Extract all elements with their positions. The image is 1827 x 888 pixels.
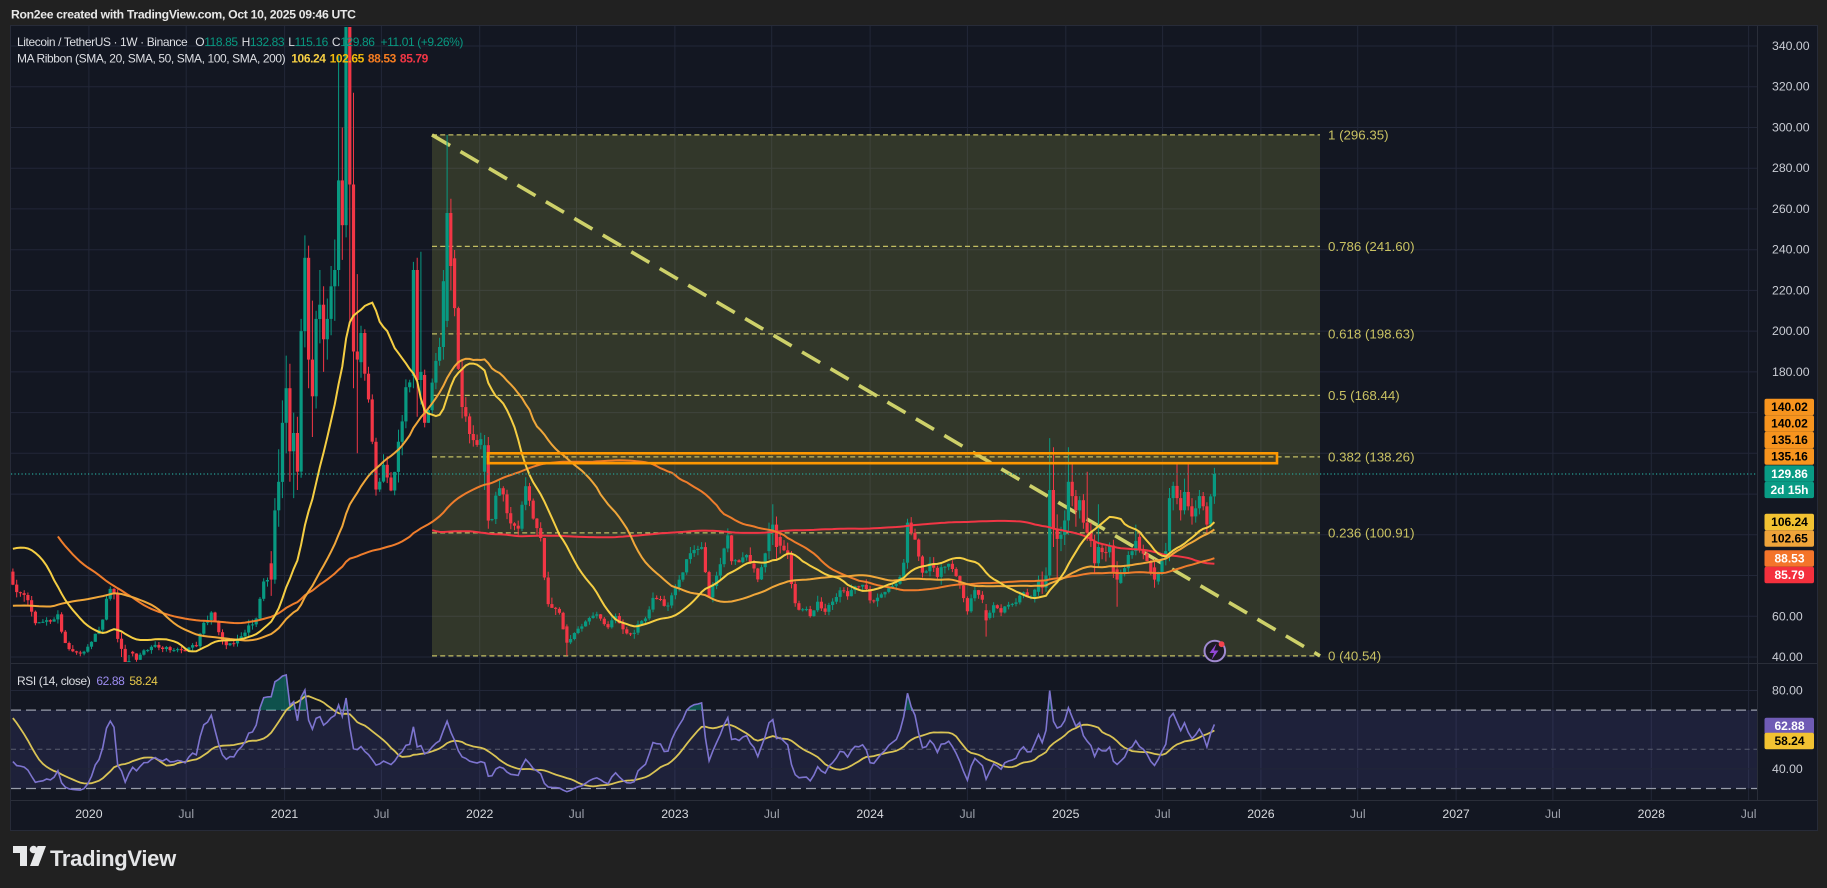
svg-text:MA Ribbon (SMA, 20, SMA, 50, S: MA Ribbon (SMA, 20, SMA, 50, SMA, 100, S… [17,52,429,66]
svg-text:260.00: 260.00 [1772,202,1810,216]
svg-text:280.00: 280.00 [1772,161,1810,175]
svg-text:240.00: 240.00 [1772,243,1810,257]
svg-text:0.382 (138.26): 0.382 (138.26) [1328,450,1415,465]
svg-text:200.00: 200.00 [1772,324,1810,338]
svg-text:2024: 2024 [856,807,884,821]
svg-text:2022: 2022 [466,807,494,821]
svg-text:Jul: Jul [1350,807,1366,821]
svg-text:Litecoin / TetherUS · 1W · Bin: Litecoin / TetherUS · 1W · Binance O118.8… [17,35,463,49]
svg-text:Jul: Jul [374,807,390,821]
svg-text:106.24: 106.24 [1771,515,1808,529]
svg-text:135.16: 135.16 [1771,450,1808,464]
svg-text:Jul: Jul [1741,807,1757,821]
svg-text:0 (40.54): 0 (40.54) [1328,649,1381,664]
svg-text:320.00: 320.00 [1772,80,1810,94]
svg-text:Jul: Jul [178,807,194,821]
svg-text:85.79: 85.79 [1774,568,1804,582]
svg-text:2023: 2023 [661,807,689,821]
svg-text:140.02: 140.02 [1771,400,1808,414]
svg-text:58.24: 58.24 [1774,734,1804,748]
svg-text:80.00: 80.00 [1772,684,1803,698]
svg-text:40.00: 40.00 [1772,650,1803,664]
svg-text:300.00: 300.00 [1772,121,1810,135]
svg-text:180.00: 180.00 [1772,365,1810,379]
svg-text:129.86: 129.86 [1771,467,1808,481]
svg-text:Jul: Jul [960,807,976,821]
svg-text:Jul: Jul [569,807,585,821]
svg-text:0.5 (168.44): 0.5 (168.44) [1328,388,1400,403]
svg-text:60.00: 60.00 [1772,609,1803,623]
svg-text:2025: 2025 [1052,807,1080,821]
svg-text:340.00: 340.00 [1772,39,1810,53]
svg-text:TradingView: TradingView [50,846,177,871]
svg-text:2026: 2026 [1247,807,1275,821]
svg-text:140.02: 140.02 [1771,417,1808,431]
svg-text:2d 15h: 2d 15h [1770,483,1808,497]
svg-text:2020: 2020 [75,807,103,821]
svg-text:220.00: 220.00 [1772,283,1810,297]
svg-text:Ron2ee created with TradingVie: Ron2ee created with TradingView.com, Oct… [11,8,356,22]
svg-text:88.53: 88.53 [1774,552,1804,566]
svg-text:Jul: Jul [1545,807,1561,821]
svg-text:135.16: 135.16 [1771,433,1808,447]
svg-text:40.00: 40.00 [1772,762,1803,776]
svg-text:102.65: 102.65 [1771,532,1808,546]
svg-text:0.618 (198.63): 0.618 (198.63) [1328,327,1415,342]
svg-text:Jul: Jul [764,807,780,821]
svg-text:62.88: 62.88 [1774,719,1804,733]
svg-text:2028: 2028 [1638,807,1666,821]
svg-text:1 (296.35): 1 (296.35) [1328,128,1389,143]
svg-text:2021: 2021 [271,807,299,821]
svg-text:0.236 (100.91): 0.236 (100.91) [1328,526,1415,541]
svg-text:Jul: Jul [1155,807,1171,821]
svg-text:2027: 2027 [1442,807,1470,821]
svg-text:0.786 (241.60): 0.786 (241.60) [1328,239,1415,254]
